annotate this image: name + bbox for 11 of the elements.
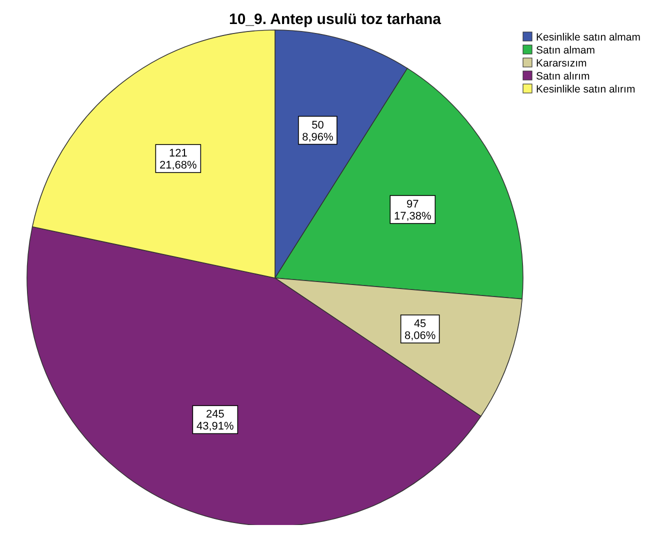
- data-label: 245 43,91%: [196, 408, 234, 433]
- data-label: 45 8,06%: [404, 318, 436, 342]
- data-label: 50 8,96%: [302, 119, 334, 144]
- legend-label: Kesinlikle satın almam: [536, 32, 641, 44]
- chart-title: 10_9. Antep usulü toz tarhana: [229, 11, 442, 28]
- legend-label: Satın alırım: [536, 70, 590, 82]
- legend-label: Kararsızım: [536, 58, 588, 70]
- legend-label: Kesinlikle satın alırım: [536, 84, 636, 96]
- data-label: 97 17,38%: [394, 198, 432, 223]
- data-label: 121 21,68%: [160, 148, 198, 172]
- legend-label: Satın almam: [536, 44, 596, 56]
